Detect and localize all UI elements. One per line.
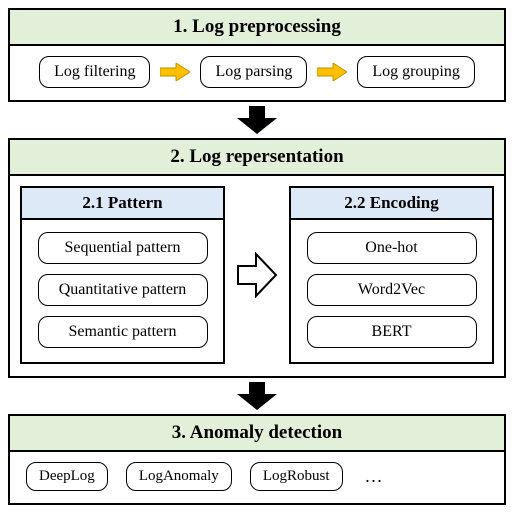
subbox-body: One-hot Word2Vec BERT [291, 220, 492, 352]
step-log-filtering: Log filtering [39, 56, 150, 88]
hollow-arrow-right-icon [236, 252, 278, 298]
step-log-parsing: Log parsing [200, 56, 307, 88]
step-log-grouping: Log grouping [357, 56, 475, 88]
encoding-onehot: One-hot [307, 232, 477, 264]
method-loganomaly: LogAnomaly [126, 462, 232, 491]
encoding-word2vec: Word2Vec [307, 274, 477, 306]
subbox-header: 2.1 Pattern [22, 188, 223, 220]
section-log-preprocessing: 1. Log preprocessing Log filtering Log p… [8, 8, 506, 102]
pattern-sequential: Sequential pattern [38, 232, 208, 264]
section-body: DeepLog LogAnomaly LogRobust … [10, 452, 504, 503]
section-header: 2. Log repersentation [10, 140, 504, 176]
arrow-down-icon [237, 382, 277, 410]
pattern-quantitative: Quantitative pattern [38, 274, 208, 306]
arrow-down-icon [237, 106, 277, 134]
preprocess-row: Log filtering Log parsing Log grouping [20, 56, 494, 88]
method-logrobust: LogRobust [250, 462, 343, 491]
section-body: Log filtering Log parsing Log grouping [10, 46, 504, 100]
method-deeplog: DeepLog [26, 462, 108, 491]
ellipsis: … [361, 466, 385, 487]
down-arrow-1 [8, 106, 506, 134]
arrow-right-icon [160, 63, 190, 81]
subbox-wrap: 2.1 Pattern Sequential pattern Quantitat… [20, 186, 494, 364]
anomaly-row: DeepLog LogAnomaly LogRobust … [20, 462, 494, 491]
pattern-semantic: Semantic pattern [38, 316, 208, 348]
down-arrow-2 [8, 382, 506, 410]
section-body: 2.1 Pattern Sequential pattern Quantitat… [10, 176, 504, 376]
section-log-representation: 2. Log repersentation 2.1 Pattern Sequen… [8, 138, 506, 378]
section-header: 3. Anomaly detection [10, 416, 504, 452]
subbox-header: 2.2 Encoding [291, 188, 492, 220]
section-header: 1. Log preprocessing [10, 10, 504, 46]
subbox-body: Sequential pattern Quantitative pattern … [22, 220, 223, 352]
subbox-pattern: 2.1 Pattern Sequential pattern Quantitat… [20, 186, 225, 364]
encoding-bert: BERT [307, 316, 477, 348]
subbox-encoding: 2.2 Encoding One-hot Word2Vec BERT [289, 186, 494, 364]
arrow-right-icon [317, 63, 347, 81]
section-anomaly-detection: 3. Anomaly detection DeepLog LogAnomaly … [8, 414, 506, 505]
